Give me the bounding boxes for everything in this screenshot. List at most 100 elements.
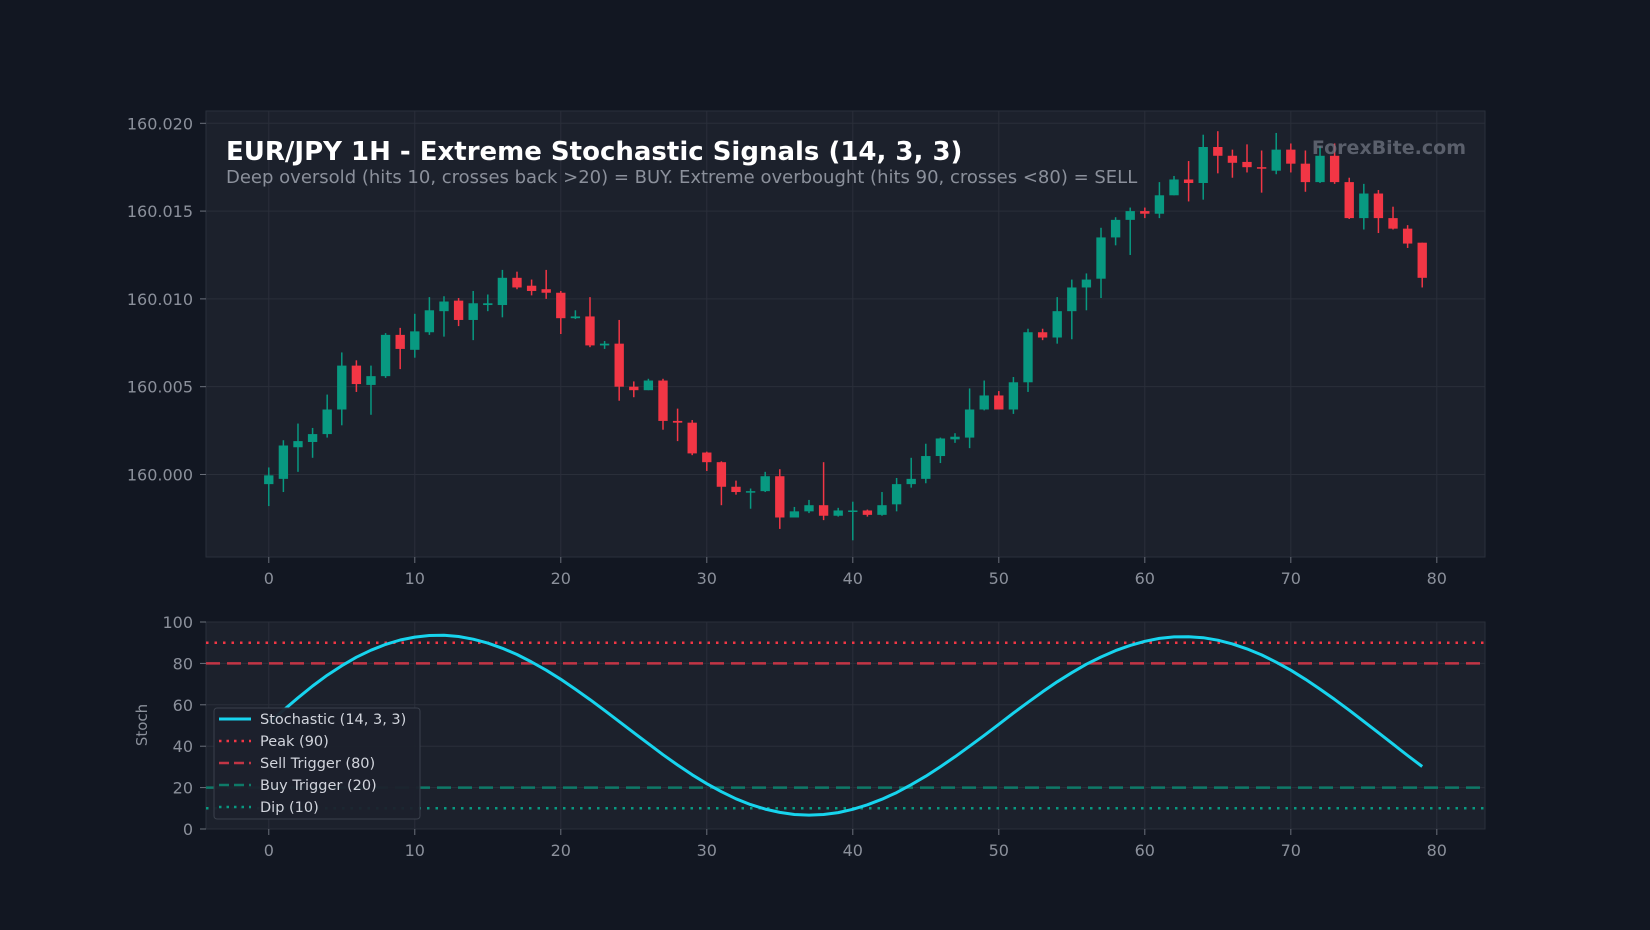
candle-body [264, 475, 274, 485]
candle-body [1198, 146, 1208, 183]
candle-body [541, 289, 551, 293]
candle [585, 297, 595, 348]
candle [848, 501, 858, 541]
candle [643, 378, 654, 391]
candle-body [1067, 287, 1077, 312]
candle [1344, 177, 1354, 219]
candle [1023, 328, 1033, 392]
candle-body [293, 441, 303, 448]
candle-body [1154, 195, 1165, 214]
candle-body [1388, 218, 1398, 229]
candle-body [818, 505, 829, 516]
candle [1096, 227, 1106, 299]
stochastic-legend: Stochastic (14, 3, 3) Peak (90) Sell Trigg… [213, 707, 421, 820]
candle [1213, 131, 1223, 174]
stochastic-y-axis: 0 20 40 60 80 100 [162, 613, 206, 839]
candle-body [424, 310, 435, 333]
candle-body [629, 386, 639, 391]
candle-body [891, 484, 902, 505]
stochastic-x-tick-label: 60 [1135, 841, 1155, 860]
candle-body [877, 505, 887, 515]
candle [906, 457, 916, 488]
candle-body [658, 380, 668, 421]
candle-body [862, 510, 873, 515]
candle-body [1242, 161, 1252, 168]
candle-body [921, 456, 931, 479]
candle-body [745, 491, 756, 493]
legend-label: Sell Trigger (80) [260, 756, 375, 772]
candle-body [994, 395, 1004, 410]
candle-body [1008, 382, 1019, 410]
candle-body [380, 334, 391, 377]
candle-body [1037, 332, 1048, 338]
candle [497, 269, 508, 318]
candle-body [453, 300, 464, 320]
candle-body [497, 277, 508, 306]
stochastic-y-tick-label: 0 [183, 820, 193, 839]
candle-body [979, 395, 989, 410]
candle [337, 352, 347, 426]
candle [1359, 183, 1369, 230]
candle [599, 341, 610, 349]
candle-body [848, 510, 858, 512]
candle-body [1417, 242, 1427, 278]
candle-body [789, 511, 800, 518]
candle [687, 420, 697, 456]
candle-body [950, 436, 960, 440]
candle [964, 388, 975, 449]
candle [1081, 273, 1092, 311]
candle [1256, 150, 1267, 193]
candle-body [1140, 211, 1150, 214]
candle-body [760, 476, 770, 492]
candle [1198, 134, 1208, 200]
stochastic-x-axis: 0 10 20 30 40 50 60 70 80 [264, 829, 1447, 860]
stochastic-y-tick-label: 20 [173, 779, 193, 798]
candlestick-series [264, 131, 1427, 541]
candle [293, 423, 303, 472]
stochastic-x-tick-label: 70 [1281, 841, 1301, 860]
candle [891, 477, 902, 512]
candle-body [468, 303, 478, 320]
candle [950, 433, 960, 443]
candle-body [935, 438, 946, 457]
stochastic-y-tick-label: 60 [173, 696, 193, 715]
candle [658, 378, 668, 430]
candle-body [351, 365, 362, 385]
watermark: ForexBite.com [1312, 137, 1466, 159]
candle-body [1081, 279, 1092, 288]
candle [629, 381, 639, 398]
candle-body [702, 452, 712, 463]
candle-body [1227, 155, 1238, 163]
candle-body [526, 285, 537, 291]
candle [351, 360, 362, 392]
candle [935, 437, 946, 464]
candle-body [1329, 155, 1340, 183]
legend-box [213, 707, 421, 820]
price-x-tick-label: 10 [405, 569, 425, 588]
price-x-tick-label: 80 [1427, 569, 1447, 588]
candle-body [1286, 149, 1296, 164]
stochastic-x-tick-label: 40 [843, 841, 863, 860]
candle [410, 313, 420, 358]
candle [526, 279, 537, 296]
candle-body [1373, 193, 1384, 219]
candle [1183, 161, 1194, 202]
candle [512, 271, 522, 290]
candle-body [731, 486, 741, 493]
candle [775, 469, 785, 529]
candle [424, 297, 435, 335]
legend-label: Stochastic (14, 3, 3) [260, 712, 406, 728]
candle [1008, 377, 1019, 414]
price-y-tick-label: 160.000 [127, 465, 193, 484]
candle-body [1344, 182, 1354, 219]
candle-body [1169, 179, 1179, 196]
candle-body [307, 434, 318, 442]
candle [1271, 132, 1281, 175]
candle-body [337, 365, 347, 410]
candle-body [716, 462, 727, 487]
price-x-tick-label: 60 [1135, 569, 1155, 588]
stochastic-x-tick-label: 30 [697, 841, 717, 860]
candle-body [1096, 237, 1106, 279]
candle [1227, 149, 1238, 178]
